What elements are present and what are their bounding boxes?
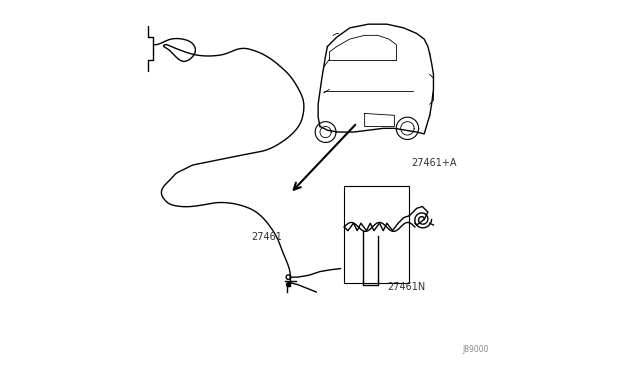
Bar bbox=[344, 186, 410, 283]
Text: J89000: J89000 bbox=[463, 344, 489, 353]
Circle shape bbox=[287, 283, 291, 286]
Text: 27461: 27461 bbox=[251, 232, 282, 242]
Text: 27461+A: 27461+A bbox=[411, 157, 457, 167]
Text: 27461N: 27461N bbox=[387, 282, 425, 292]
